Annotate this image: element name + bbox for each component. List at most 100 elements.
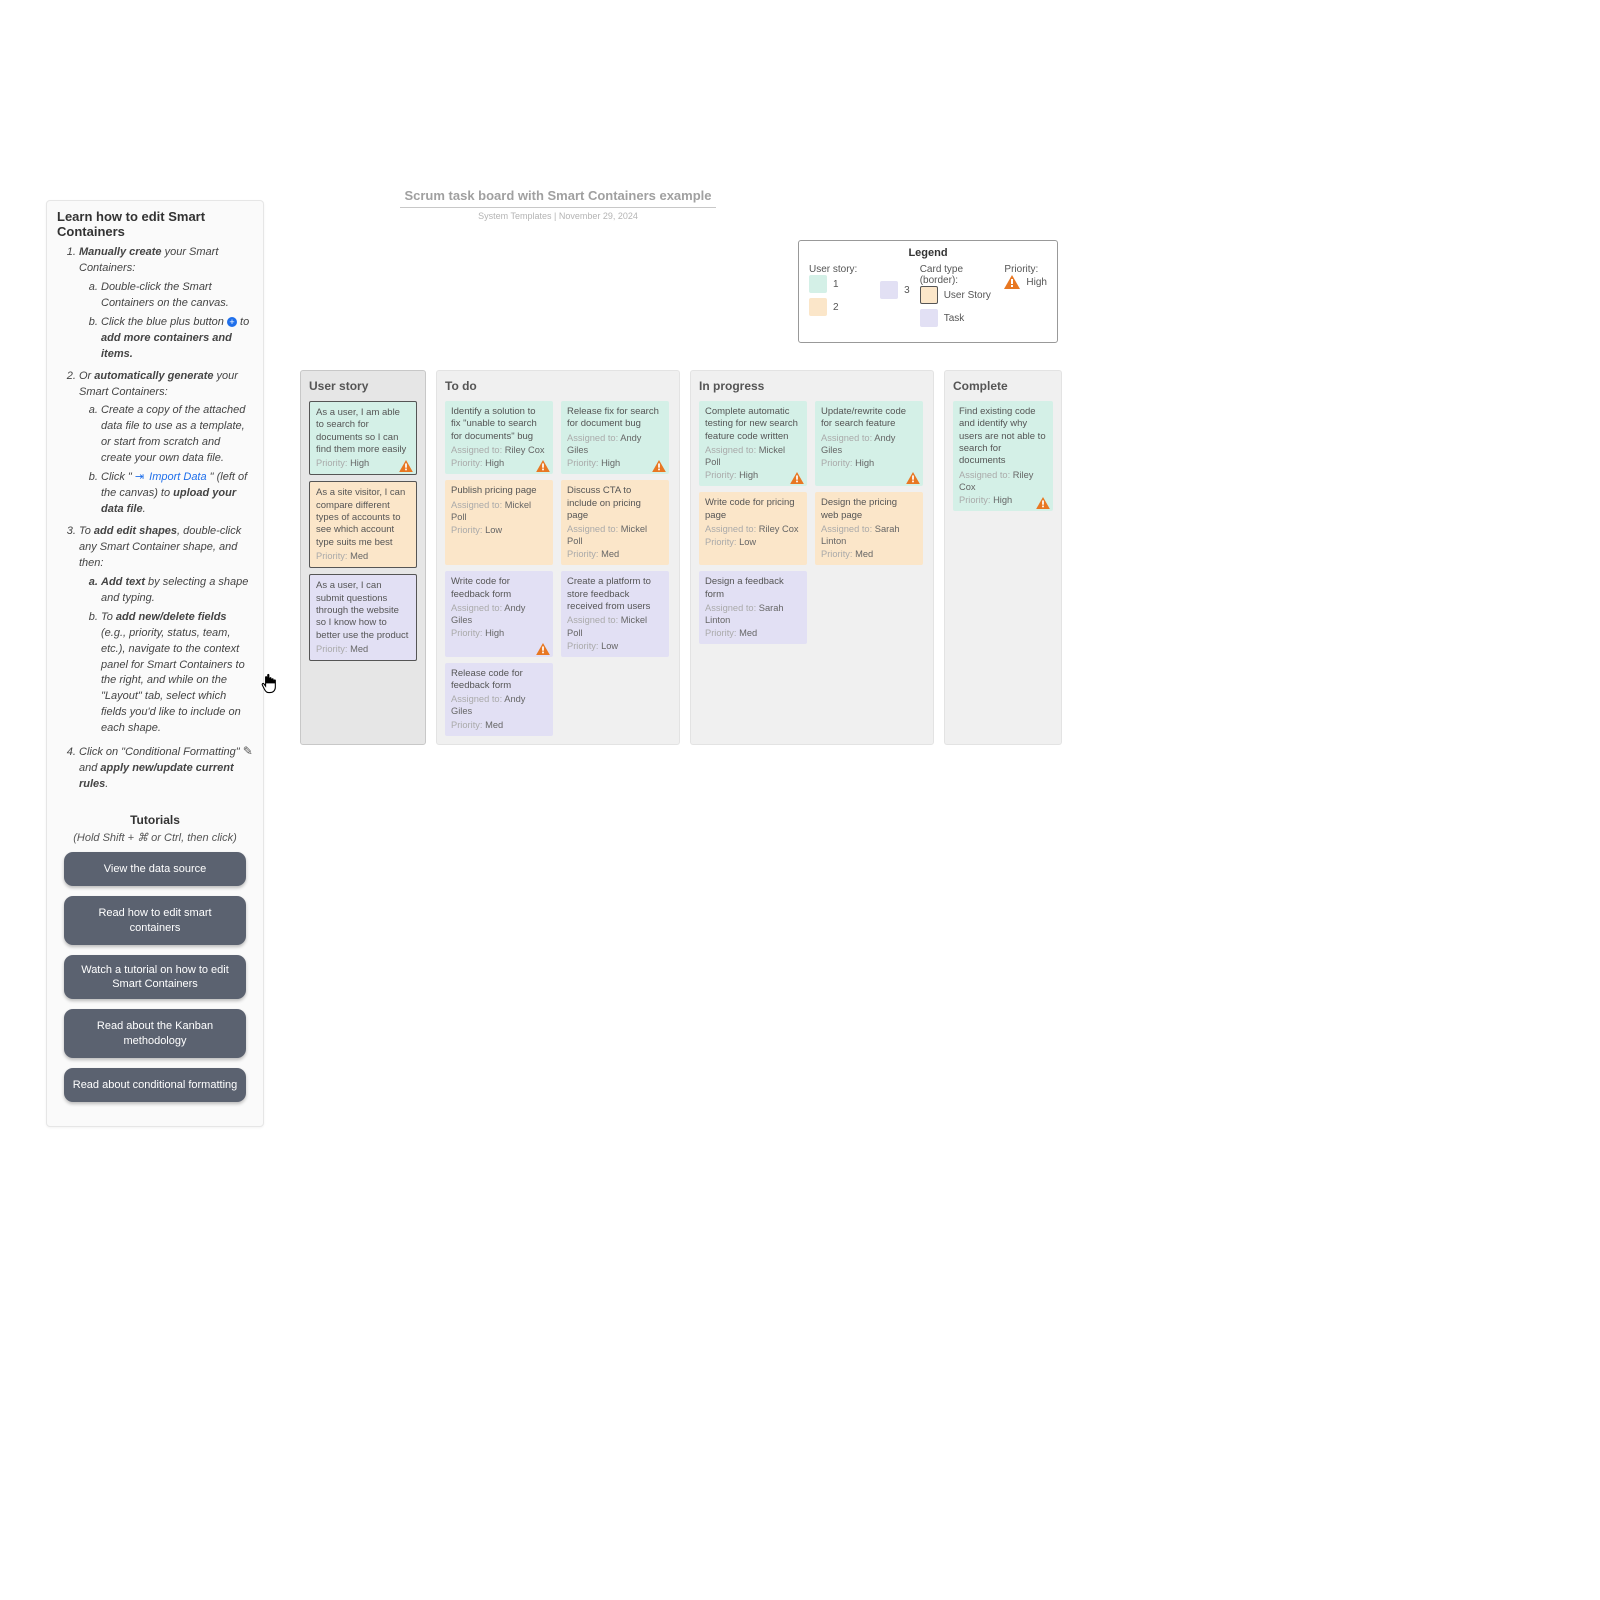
card-priority: Priority: Med <box>821 548 917 560</box>
column-heading: To do <box>445 379 671 393</box>
card-assignee: Assigned to: Andy Giles <box>821 432 917 456</box>
task-card[interactable]: Write code for pricing pageAssigned to: … <box>699 492 807 565</box>
task-card[interactable]: Update/rewrite code for search featureAs… <box>815 401 923 486</box>
task-card[interactable]: Design the pricing web pageAssigned to: … <box>815 492 923 565</box>
card-priority: Priority: High <box>959 494 1047 506</box>
read-kanban-button[interactable]: Read about the Kanban methodology <box>64 1009 246 1058</box>
swatch-task <box>920 309 938 327</box>
import-icon: ⇥ <box>135 471 144 483</box>
step-2: Or automatically generate your Smart Con… <box>79 369 253 518</box>
card-priority: Priority: Med <box>451 719 547 731</box>
task-card[interactable]: Find existing code and identify why user… <box>953 401 1053 511</box>
card-text: Update/rewrite code for search feature <box>821 406 917 431</box>
board-title-text: Scrum task board with Smart Containers e… <box>400 188 716 208</box>
card-assignee: Assigned to: Andy Giles <box>451 693 547 717</box>
card-assignee: Assigned to: Mickel Poll <box>567 523 663 547</box>
read-edit-containers-button[interactable]: Read how to edit smart containers <box>64 896 246 945</box>
card-priority: Priority: Med <box>316 643 410 655</box>
card-text: Release code for feedback form <box>451 668 547 693</box>
step-2a: Create a copy of the attached data file … <box>101 403 253 467</box>
priority-high-icon <box>399 460 413 472</box>
card-priority: Priority: High <box>705 469 801 481</box>
card-priority: Priority: High <box>451 457 547 469</box>
task-card[interactable]: Complete automatic testing for new searc… <box>699 401 807 486</box>
priority-high-icon <box>906 472 920 484</box>
card-assignee: Assigned to: Sarah Linton <box>705 602 801 626</box>
column-complete[interactable]: Complete Find existing code and identify… <box>944 370 1062 745</box>
legend-heading: Legend <box>809 247 1047 259</box>
instructions-panel: Learn how to edit Smart Containers Manua… <box>46 200 264 1127</box>
read-conditional-formatting-button[interactable]: Read about conditional formatting <box>64 1068 246 1102</box>
card-assignee: Assigned to: Sarah Linton <box>821 523 917 547</box>
column-in-progress[interactable]: In progress Complete automatic testing f… <box>690 370 934 745</box>
priority-high-icon <box>536 460 550 472</box>
task-card[interactable]: Design a feedback formAssigned to: Sarah… <box>699 571 807 644</box>
card-priority: Priority: Low <box>567 640 663 652</box>
user-story-card[interactable]: As a site visitor, I can compare differe… <box>309 481 417 568</box>
step-4: Click on "Conditional Formatting" ✎ and … <box>79 743 253 793</box>
task-card[interactable]: Discuss CTA to include on pricing pageAs… <box>561 480 669 565</box>
plus-icon: + <box>227 317 237 327</box>
card-assignee: Assigned to: Mickel Poll <box>705 444 801 468</box>
card-assignee: Assigned to: Riley Cox <box>705 523 801 535</box>
view-data-source-button[interactable]: View the data source <box>64 852 246 886</box>
instructions-list: Manually create your Smart Containers: D… <box>57 245 253 793</box>
card-text: Write code for feedback form <box>451 576 547 601</box>
task-card[interactable]: Create a platform to store feedback rece… <box>561 571 669 656</box>
wand-icon: ✎ <box>243 744 253 758</box>
watch-tutorial-button[interactable]: Watch a tutorial on how to edit Smart Co… <box>64 955 246 1000</box>
import-data-link[interactable]: Import Data <box>149 471 206 483</box>
priority-high-icon <box>790 472 804 484</box>
board: User story As a user, I am able to searc… <box>300 370 1062 745</box>
priority-high-icon <box>536 643 550 655</box>
legend-col2-label: Card type (border): <box>920 264 995 286</box>
legend-col1-label: User story: <box>809 264 870 275</box>
task-card[interactable]: Identify a solution to fix "unable to se… <box>445 401 553 474</box>
step-1: Manually create your Smart Containers: D… <box>79 245 253 363</box>
priority-high-icon <box>652 460 666 472</box>
step-2b: Click " ⇥ Import Data " (left of the can… <box>101 470 253 518</box>
card-text: Design a feedback form <box>705 576 801 601</box>
priority-high-icon <box>1036 497 1050 509</box>
column-user-story[interactable]: User story As a user, I am able to searc… <box>300 370 426 745</box>
task-card[interactable]: Release code for feedback formAssigned t… <box>445 663 553 736</box>
column-todo[interactable]: To do Identify a solution to fix "unable… <box>436 370 680 745</box>
card-text: Find existing code and identify why user… <box>959 406 1047 468</box>
card-assignee: Assigned to: Riley Cox <box>959 469 1047 493</box>
column-heading: Complete <box>953 379 1053 393</box>
card-text: As a site visitor, I can compare differe… <box>316 487 410 549</box>
user-story-card[interactable]: As a user, I can submit questions throug… <box>309 574 417 661</box>
card-assignee: Assigned to: Mickel Poll <box>451 499 547 523</box>
step-3a: Add text by selecting a shape and typing… <box>101 575 253 607</box>
card-text: Publish pricing page <box>451 485 547 497</box>
card-priority: Priority: Low <box>451 524 547 536</box>
card-priority: Priority: High <box>451 627 547 639</box>
card-text: Create a platform to store feedback rece… <box>567 576 663 613</box>
task-card[interactable]: Release fix for search for document bugA… <box>561 401 669 474</box>
swatch-user-story <box>920 286 938 304</box>
card-priority: Priority: Low <box>705 536 801 548</box>
card-text: Identify a solution to fix "unable to se… <box>451 406 547 443</box>
swatch-story-2 <box>809 298 827 316</box>
board-subtitle: System Templates | November 29, 2024 <box>400 211 716 221</box>
legend-col3-label: Priority: <box>1004 264 1047 275</box>
task-card[interactable]: Publish pricing page Assigned to: Mickel … <box>445 480 553 565</box>
card-priority: Priority: High <box>821 457 917 469</box>
card-priority: Priority: Med <box>705 627 801 639</box>
card-assignee: Assigned to: Mickel Poll <box>567 614 663 638</box>
task-card[interactable]: Write code for feedback formAssigned to:… <box>445 571 553 656</box>
board-title: Scrum task board with Smart Containers e… <box>400 188 716 221</box>
panel-heading: Learn how to edit Smart Containers <box>57 209 253 239</box>
card-text: Complete automatic testing for new searc… <box>705 406 801 443</box>
card-assignee: Assigned to: Riley Cox <box>451 444 547 456</box>
card-text: As a user, I am able to search for docum… <box>316 407 410 456</box>
column-heading: User story <box>309 379 417 393</box>
card-assignee: Assigned to: Andy Giles <box>567 432 663 456</box>
step-3b: To add new/delete fields (e.g., priority… <box>101 610 253 738</box>
card-priority: Priority: High <box>316 457 410 469</box>
user-story-card[interactable]: As a user, I am able to search for docum… <box>309 401 417 475</box>
legend-box: Legend User story: 1 2 3 Card type (bord… <box>798 240 1058 343</box>
card-priority: Priority: High <box>567 457 663 469</box>
card-text: Write code for pricing page <box>705 497 801 522</box>
priority-high-icon <box>1004 275 1020 289</box>
